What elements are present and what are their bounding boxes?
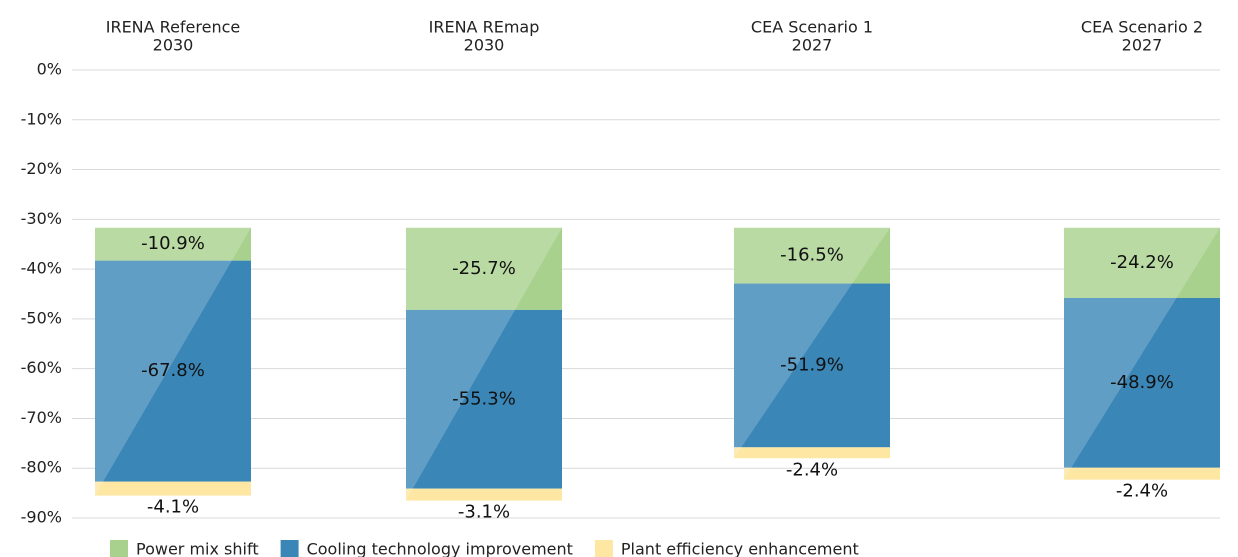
bar-segment — [734, 447, 890, 459]
bar-segment — [406, 309, 562, 489]
value-label: -2.4% — [786, 459, 838, 480]
bar-sheen — [1064, 227, 1220, 480]
bar-segment — [95, 260, 251, 482]
value-label: -55.3% — [452, 388, 516, 409]
value-label: -10.9% — [141, 233, 205, 254]
y-tick-label: 0% — [37, 60, 62, 79]
bar-segment — [1064, 467, 1220, 480]
x-category-label: IRENA REmap — [429, 18, 540, 37]
value-label: -3.1% — [458, 502, 510, 523]
y-tick-label: -50% — [21, 308, 62, 327]
y-tick-label: -60% — [21, 358, 62, 377]
legend-swatch — [110, 540, 128, 557]
y-tick-label: -40% — [21, 259, 62, 278]
value-label: -2.4% — [1116, 481, 1168, 502]
value-label: -16.5% — [780, 245, 844, 266]
legend-label: Plant efficiency enhancement — [621, 540, 859, 557]
bar-segment — [406, 488, 562, 501]
value-label: -25.7% — [452, 258, 516, 279]
value-label: -51.9% — [780, 354, 844, 375]
bar-segment — [734, 283, 890, 448]
value-label: -24.2% — [1110, 252, 1174, 273]
x-category-label: 2027 — [792, 36, 833, 55]
bar-sheen — [406, 227, 562, 501]
x-category-label: IRENA Reference — [106, 18, 241, 37]
x-category-label: 2030 — [464, 36, 505, 55]
bar-sheen — [734, 227, 890, 459]
bar-segment — [95, 227, 251, 261]
y-tick-label: -30% — [21, 209, 62, 228]
bar-segment — [95, 481, 251, 496]
x-category-label: CEA Scenario 2 — [1081, 18, 1203, 37]
legend-label: Power mix shift — [136, 540, 259, 557]
y-tick-label: -70% — [21, 408, 62, 427]
bar-sheen — [95, 227, 251, 496]
legend-label: Cooling technology improvement — [307, 540, 573, 557]
x-category-label: CEA Scenario 1 — [751, 18, 873, 37]
legend-swatch — [594, 540, 613, 557]
bar-segment — [734, 227, 890, 284]
legend-swatch — [280, 540, 299, 557]
y-tick-label: -80% — [21, 458, 62, 477]
x-category-label: 2027 — [1122, 36, 1163, 55]
y-tick-label: -20% — [21, 159, 62, 178]
bar-segment — [406, 227, 562, 310]
bar-segment — [1064, 227, 1220, 298]
value-label: -48.9% — [1110, 372, 1174, 393]
value-label: -4.1% — [147, 497, 199, 518]
bar-segment — [1064, 297, 1220, 468]
x-category-label: 2030 — [153, 36, 194, 55]
value-label: -67.8% — [141, 360, 205, 381]
y-tick-label: -90% — [21, 508, 62, 527]
y-tick-label: -10% — [21, 109, 62, 128]
